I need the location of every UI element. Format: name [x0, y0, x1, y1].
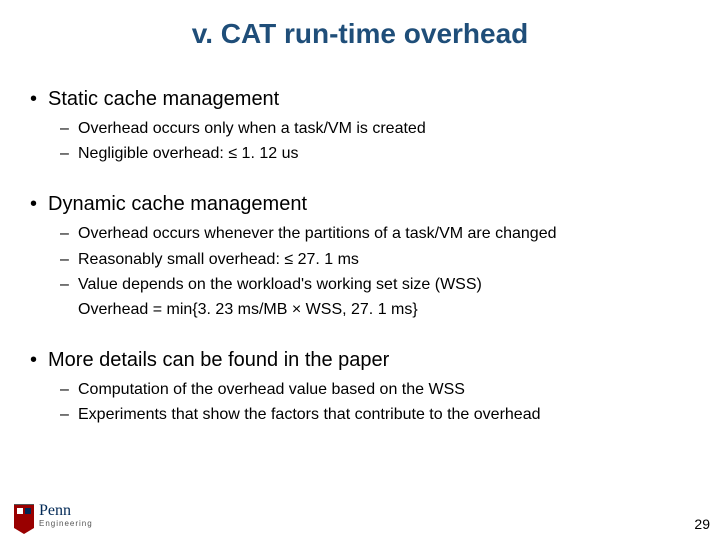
- sub-dynamic-0: Overhead occurs whenever the partitions …: [30, 222, 690, 245]
- penn-engineering: Engineering: [39, 520, 93, 528]
- sub-more-0: Computation of the overhead value based …: [30, 378, 690, 401]
- penn-logo: Penn Engineering: [14, 503, 93, 528]
- sub-static-0: Overhead occurs only when a task/VM is c…: [30, 117, 690, 140]
- sub-static-1: Negligible overhead: ≤ 1. 12 us: [30, 142, 690, 165]
- slide-title: v. CAT run-time overhead: [0, 0, 720, 60]
- sub-dynamic-2: Value depends on the workload's working …: [30, 273, 690, 296]
- bullet-dynamic: Dynamic cache management: [30, 193, 690, 216]
- penn-word: Penn: [39, 503, 93, 519]
- bullet-static: Static cache management: [30, 88, 690, 111]
- sub-dynamic-1: Reasonably small overhead: ≤ 27. 1 ms: [30, 248, 690, 271]
- penn-text: Penn Engineering: [39, 503, 93, 528]
- page-number: 29: [694, 516, 710, 532]
- shield-icon: [14, 504, 34, 528]
- sub-more-1: Experiments that show the factors that c…: [30, 403, 690, 426]
- bullet-more: More details can be found in the paper: [30, 349, 690, 372]
- sub-dynamic-cont: Overhead = min{3. 23 ms/MB × WSS, 27. 1 …: [30, 298, 690, 321]
- slide-content: Static cache management Overhead occurs …: [0, 60, 720, 427]
